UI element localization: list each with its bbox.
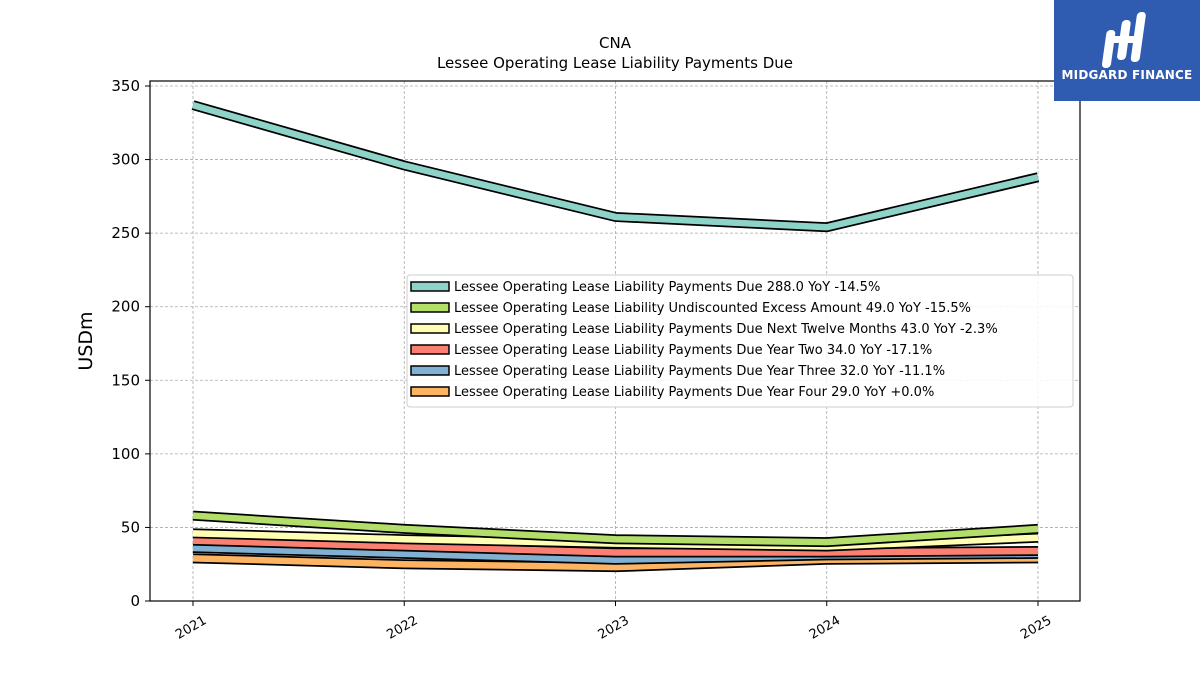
x-tick-label: 2024 (807, 613, 843, 643)
logo-mark-icon (1101, 12, 1146, 68)
legend-swatch (410, 302, 450, 313)
logo-text: MIDGARD FINANCE (1061, 68, 1193, 82)
y-tick-label: 150 (111, 371, 140, 389)
legend-swatch (410, 365, 450, 376)
legend-entry: Lessee Operating Lease Liability Payment… (454, 364, 945, 379)
legend-swatch (410, 386, 450, 397)
legend-entry: Lessee Operating Lease Liability Payment… (454, 322, 998, 337)
x-tick-label: 2025 (1018, 613, 1054, 643)
plot-frame (149, 80, 1081, 602)
y-axis-ticks: 0 50 100 150 200 250 300 350 (111, 77, 150, 610)
y-axis-label: USDm (75, 311, 97, 370)
series-line (192, 102, 1039, 231)
y-tick-label: 100 (111, 445, 140, 463)
x-tick-label: 2023 (596, 613, 632, 643)
y-tick-label: 0 (130, 592, 140, 610)
y-tick-label: 300 (111, 151, 140, 169)
legend-swatch (410, 344, 450, 355)
chart-title: Lessee Operating Lease Liability Payment… (437, 54, 793, 72)
x-tick-label: 2021 (173, 613, 209, 643)
legend-swatch (410, 281, 450, 292)
legend-entry: Lessee Operating Lease Liability Payment… (454, 385, 934, 400)
y-tick-label: 200 (111, 298, 140, 316)
x-tick-label: 2022 (384, 613, 420, 643)
legend-entry: Lessee Operating Lease Liability Payment… (454, 280, 880, 295)
legend-entry: Lessee Operating Lease Liability Payment… (454, 343, 932, 358)
legend-box (406, 274, 1074, 408)
series-line (192, 512, 1039, 546)
series-lines (191, 100, 1040, 573)
legend-entry: Lessee Operating Lease Liability Undisco… (454, 301, 971, 316)
logo: MIDGARD FINANCE (1054, 0, 1200, 101)
legend-swatch (410, 323, 450, 334)
y-tick-label: 50 (121, 518, 140, 536)
x-axis-ticks: 2021 2022 2023 2024 2025 (173, 601, 1054, 643)
y-tick-label: 250 (111, 224, 140, 242)
y-tick-label: 350 (111, 77, 140, 95)
legend: Lessee Operating Lease Liability Payment… (406, 274, 1074, 408)
chart-company: CNA (599, 34, 632, 52)
series-line (192, 537, 1039, 556)
